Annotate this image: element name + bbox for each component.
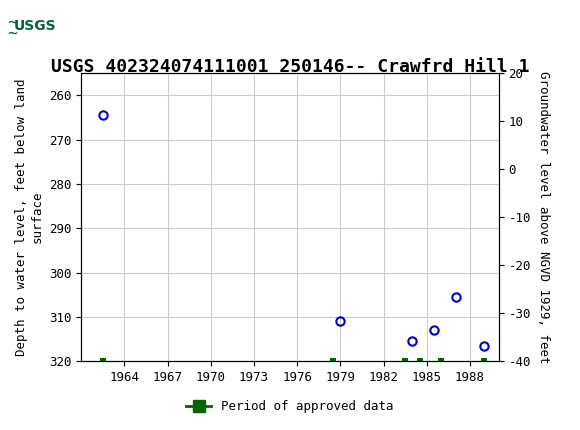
Text: USGS 402324074111001 250146-- Crawfrd Hill 1: USGS 402324074111001 250146-- Crawfrd Hi…	[51, 58, 529, 76]
Y-axis label: Groundwater level above NGVD 1929, feet: Groundwater level above NGVD 1929, feet	[536, 71, 550, 363]
Text: ~: ~	[8, 25, 17, 43]
Text: ~: ~	[8, 14, 17, 32]
Y-axis label: Depth to water level, feet below land
surface: Depth to water level, feet below land su…	[16, 78, 44, 356]
Legend: Period of approved data: Period of approved data	[182, 395, 399, 418]
FancyBboxPatch shape	[6, 4, 64, 47]
Text: USGS: USGS	[13, 19, 56, 33]
